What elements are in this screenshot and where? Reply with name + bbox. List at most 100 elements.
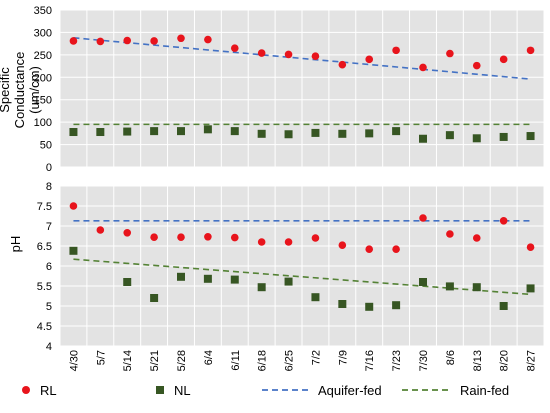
y-tick-label: 200 [34,72,52,84]
x-axis: 4/30 5/7 5/14 5/21 5/28 6/4 6/11 6/18 6/25 7/2 7/9… [68,350,537,371]
x-tick-label: 8/20 [499,350,511,371]
legend-item-rain-fed: Rain-fed [402,383,509,398]
point-nl [96,128,105,137]
panels: 0 50 100 150 200 250 300 350 SpecificConductance… [0,5,545,353]
point-nl [150,127,159,136]
y-tick-label: 300 [34,27,52,39]
point-rl [472,234,481,242]
point-nl [230,127,239,136]
point-nl [338,129,347,138]
y-tick-label: 5 [46,301,52,313]
point-rl [311,52,320,61]
point-rl [177,34,185,43]
point-rl [338,60,347,69]
point-rl [96,37,105,46]
point-rl [392,46,400,55]
legend-marker-rl [22,386,30,394]
y-tick-label: 6.5 [37,241,52,253]
legend-item-rl: RL [22,383,57,398]
point-rl [204,35,212,44]
x-tick-label: 6/25 [284,350,296,371]
y-tick-label: 250 [34,50,52,62]
x-tick-label: 7/30 [418,350,430,371]
point-nl [392,301,401,310]
point-rl [338,241,347,249]
y-tick-label: 7.5 [37,201,52,213]
x-tick-label: 4/30 [68,350,80,371]
panel-2: 4 4.5 5 5.5 6 6.5 7 7.5 8 pH [8,181,545,353]
point-rl [419,63,427,72]
point-nl [177,272,185,281]
point-rl [446,49,454,58]
point-nl [203,274,212,283]
point-nl [123,278,132,286]
point-rl [365,55,374,64]
point-nl [69,246,78,255]
point-rl [472,61,481,70]
y-tick-label: 350 [34,5,52,17]
point-rl [446,230,454,238]
point-nl [230,275,239,284]
x-tick-label: 8/27 [526,350,538,371]
point-rl [230,233,239,242]
point-rl [284,50,293,59]
x-tick-label: 6/11 [230,350,242,371]
point-nl [392,127,401,136]
point-nl [257,129,266,138]
legend-item-aquifer-fed: Aquifer-fed [262,383,382,398]
point-nl [472,283,481,292]
x-tick-label: 6/18 [257,350,269,371]
y-axis-label-line: (um/cm) [27,66,42,114]
point-nl [445,131,454,140]
y-tick-label: 8 [46,181,52,193]
point-nl [526,284,535,293]
point-rl [526,46,535,55]
trendline-rain-fed [73,258,531,296]
point-nl [203,125,212,134]
legend-label-rain-fed: Rain-fed [460,383,509,398]
x-tick-label: 7/2 [310,350,322,365]
x-tick-label: 7/16 [364,350,376,371]
point-rl [257,49,266,57]
point-rl [365,245,374,253]
y-tick-label: 4.5 [37,321,52,333]
x-tick-label: 5/28 [176,350,188,371]
point-rl [499,217,508,225]
point-nl [284,130,293,139]
point-rl [257,238,266,246]
point-nl [177,127,185,136]
point-rl [392,245,400,253]
point-rl [419,214,427,222]
point-nl [445,282,454,291]
legend-item-nl: NL [156,383,191,398]
point-rl [69,37,78,45]
y-tick-label: 50 [40,140,52,152]
x-tick-label: 5/14 [122,350,134,371]
point-nl [150,294,159,302]
point-rl [96,226,105,234]
legend-label-rl: RL [40,383,57,398]
y-tick-label: 5.5 [37,281,52,293]
x-tick-label: 8/6 [445,350,457,365]
point-rl [69,202,78,210]
y-tick-label: 100 [34,117,52,129]
y-tick-label: 4 [46,341,52,353]
point-nl [69,128,78,137]
point-nl [472,134,481,143]
point-nl [499,132,508,141]
x-tick-label: 7/9 [337,350,349,365]
y-axis-label: SpecificConductance(um/cm) [0,52,42,129]
legend-label-aquifer-fed: Aquifer-fed [318,383,382,398]
legend-marker-nl [156,386,164,394]
y-tick-label: 150 [34,95,52,107]
point-nl [419,278,427,286]
point-rl [311,234,320,242]
point-nl [499,302,508,310]
point-rl [150,233,158,241]
y-axis-label: pH [8,236,23,253]
point-nl [419,134,427,143]
y-tick-label: 6 [46,261,52,273]
point-nl [365,302,374,311]
y-tick-label: 0 [46,162,52,174]
